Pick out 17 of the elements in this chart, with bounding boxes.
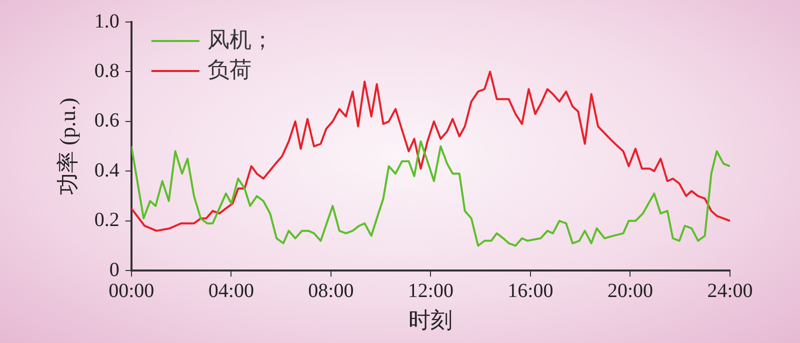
y-tick-label: 1.0	[94, 10, 120, 32]
x-axis-title: 时刻	[408, 308, 453, 333]
x-tick-label: 08:00	[308, 280, 354, 302]
x-tick-label: 04:00	[208, 280, 254, 302]
y-tick-label: 0	[109, 258, 120, 281]
x-tick-label: 00:00	[108, 280, 154, 302]
x-tick-label: 12:00	[408, 280, 454, 302]
x-tick-label: 16:00	[508, 280, 554, 302]
y-tick-label: 0.8	[94, 60, 120, 82]
y-tick-label: 0.6	[94, 110, 120, 132]
y-axis-title: 功率 (p.u.)	[54, 98, 80, 195]
x-tick-label: 24:00	[707, 280, 753, 302]
y-tick-label: 0.2	[94, 209, 120, 232]
x-tick-label: 20:00	[607, 280, 654, 302]
legend-label: 风机；	[207, 26, 274, 52]
y-tick-label: 0.4	[94, 159, 120, 182]
legend-label: 负荷	[207, 56, 252, 82]
